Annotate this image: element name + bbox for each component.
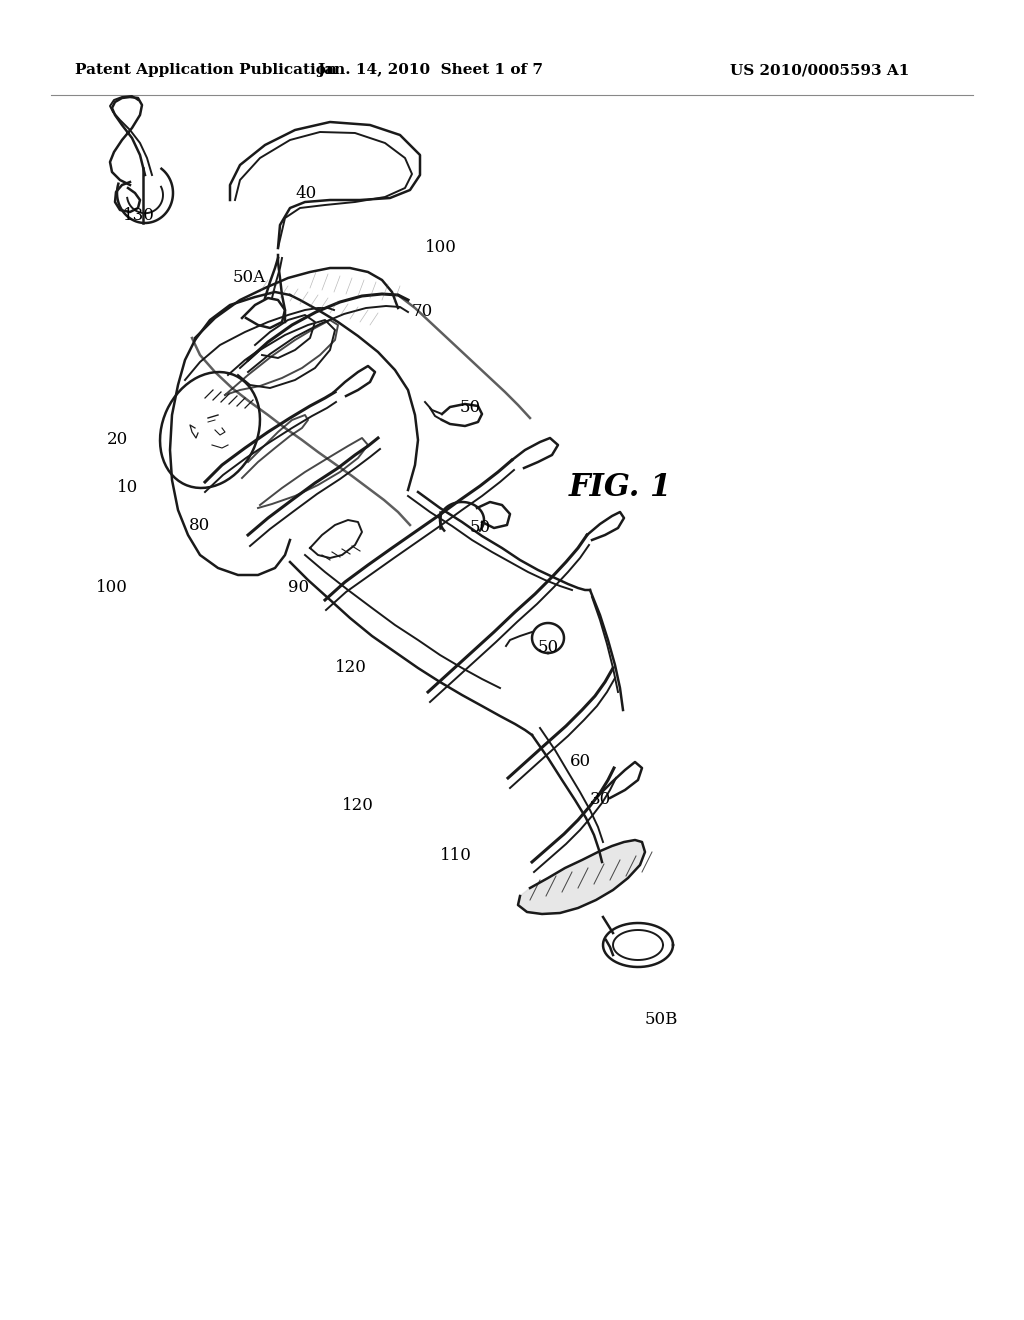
- Text: 120: 120: [342, 796, 374, 813]
- Text: 120: 120: [335, 660, 367, 676]
- Polygon shape: [518, 840, 645, 913]
- Text: 80: 80: [188, 516, 210, 533]
- Text: 60: 60: [570, 754, 591, 771]
- Text: 10: 10: [117, 479, 138, 496]
- Text: Patent Application Publication: Patent Application Publication: [75, 63, 337, 77]
- Text: 20: 20: [106, 432, 128, 449]
- Text: 70: 70: [412, 304, 433, 321]
- Text: 90: 90: [288, 579, 309, 597]
- Text: US 2010/0005593 A1: US 2010/0005593 A1: [730, 63, 909, 77]
- Text: 40: 40: [295, 185, 316, 202]
- Text: 50: 50: [460, 400, 481, 417]
- Text: 50A: 50A: [233, 269, 266, 286]
- Text: 50B: 50B: [645, 1011, 678, 1028]
- Text: 130: 130: [123, 206, 155, 223]
- Text: FIG. 1: FIG. 1: [568, 473, 672, 503]
- Text: 100: 100: [96, 579, 128, 597]
- Text: 50: 50: [470, 520, 492, 536]
- Text: 50: 50: [538, 639, 559, 656]
- Text: 110: 110: [440, 846, 472, 863]
- Text: 30: 30: [590, 792, 611, 808]
- Text: 100: 100: [425, 239, 457, 256]
- Text: Jan. 14, 2010  Sheet 1 of 7: Jan. 14, 2010 Sheet 1 of 7: [317, 63, 543, 77]
